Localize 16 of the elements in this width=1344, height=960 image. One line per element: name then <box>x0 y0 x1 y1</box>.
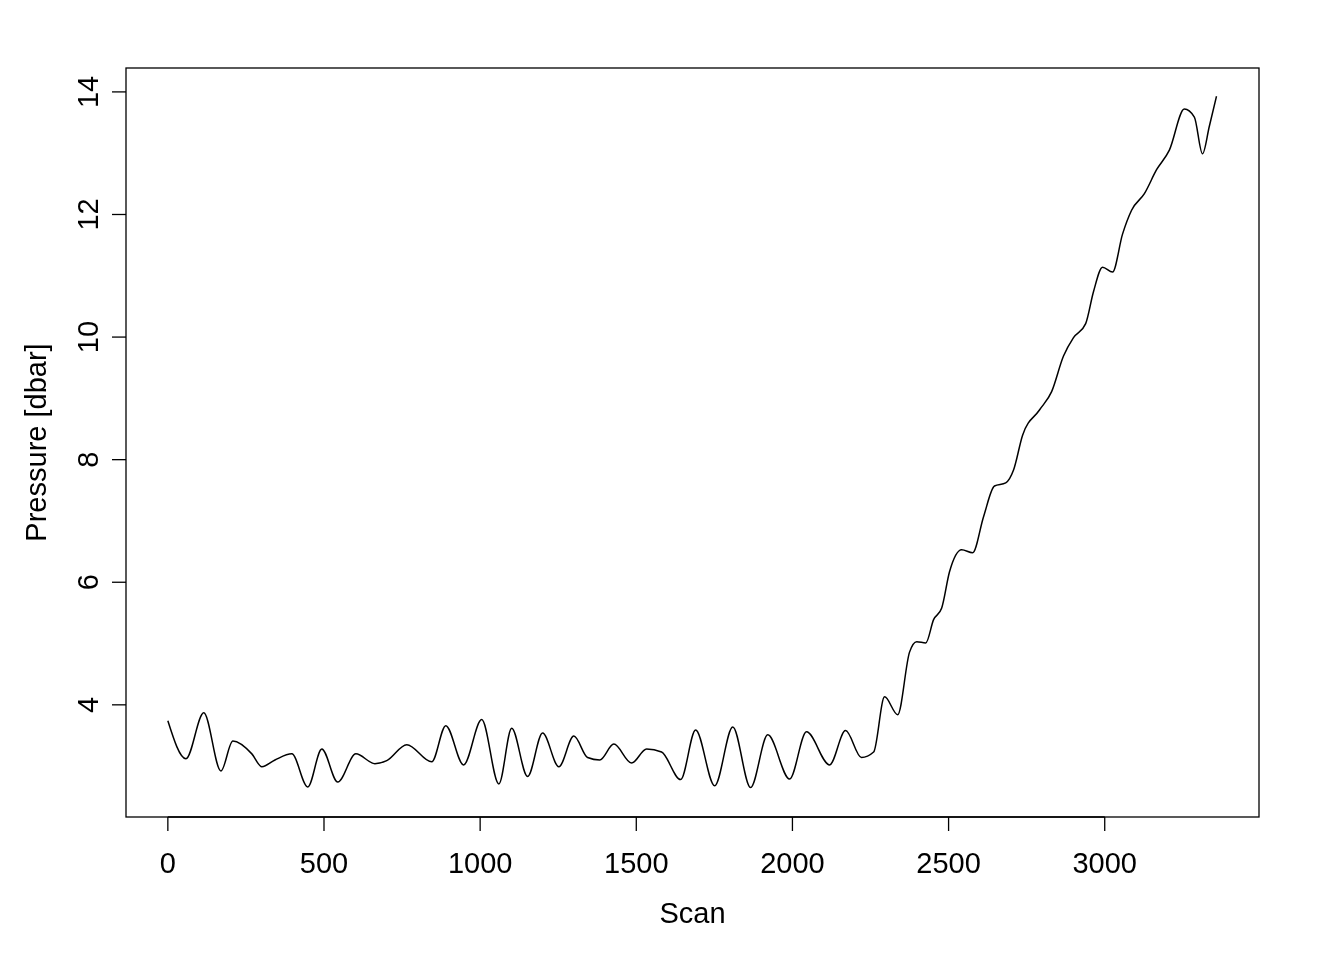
x-tick-label: 500 <box>299 847 349 879</box>
y-tick-label: 12 <box>72 198 104 231</box>
y-tick-label: 8 <box>72 451 104 468</box>
x-tick-label: 2500 <box>916 847 981 879</box>
x-tick-label: 2000 <box>760 847 825 879</box>
y-tick-label: 4 <box>72 696 104 713</box>
x-tick-label: 1500 <box>604 847 669 879</box>
x-tick-label: 0 <box>159 847 176 879</box>
x-tick-label: 1000 <box>447 847 513 879</box>
x-axis-title: Scan <box>659 897 726 929</box>
line-series <box>167 95 1218 789</box>
x-tick-label: 3000 <box>1072 847 1137 879</box>
y-axis-title: Pressure [dbar] <box>20 343 52 542</box>
y-tick-label: 10 <box>72 320 104 354</box>
y-tick-label: 14 <box>72 75 104 109</box>
y-tick-label: 6 <box>72 574 104 591</box>
